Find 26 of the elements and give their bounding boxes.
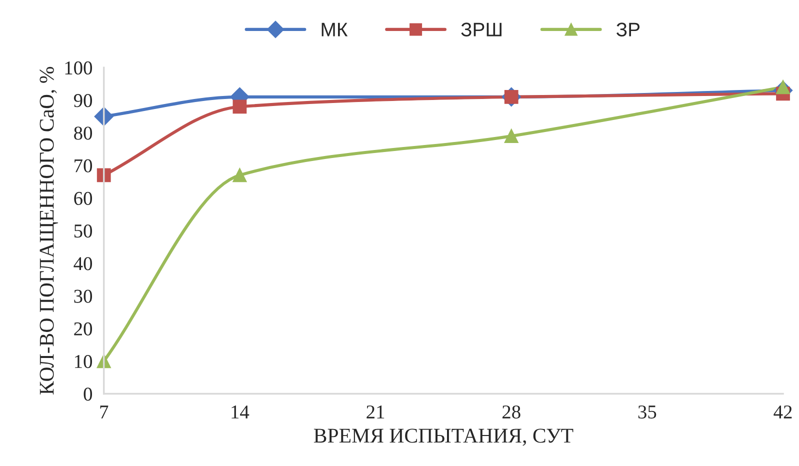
legend-label: ЗРШ [461,22,502,36]
y-tick-label: 90 [74,94,92,108]
y-tick-label: 40 [74,257,92,270]
y-tick-label: 60 [74,192,92,205]
x-tick-label: 28 [502,405,520,419]
y-tick-label: 100 [65,61,92,75]
y-tick-label: 10 [75,354,92,368]
y-tick-label: 30 [74,290,92,303]
y-tick-label: 0 [84,388,92,401]
x-tick-label: 21 [366,406,384,418]
x-tick-label: 14 [232,406,250,418]
point [776,80,790,94]
y-axis-title: КОЛ-ВО ПОГЛАЩЕННОГО СаО, % [40,66,58,395]
point [232,100,247,114]
x-tick-label: 7 [100,406,108,418]
point [232,168,247,182]
y-tick-label: 20 [74,322,92,336]
x-axis-title: ВРЕМЯ ИСПЫТАНИЯ, СУТ [314,428,574,446]
x-tick-label: 42 [774,406,792,418]
point [504,129,518,144]
y-tick-label: 50 [74,224,92,238]
y-tick-label: 70 [74,159,92,172]
legend-label: ЗР [616,22,640,36]
y-tick-label: 80 [74,126,92,140]
legend-label: МК [322,22,348,36]
x-tick-label: 35 [638,406,656,419]
